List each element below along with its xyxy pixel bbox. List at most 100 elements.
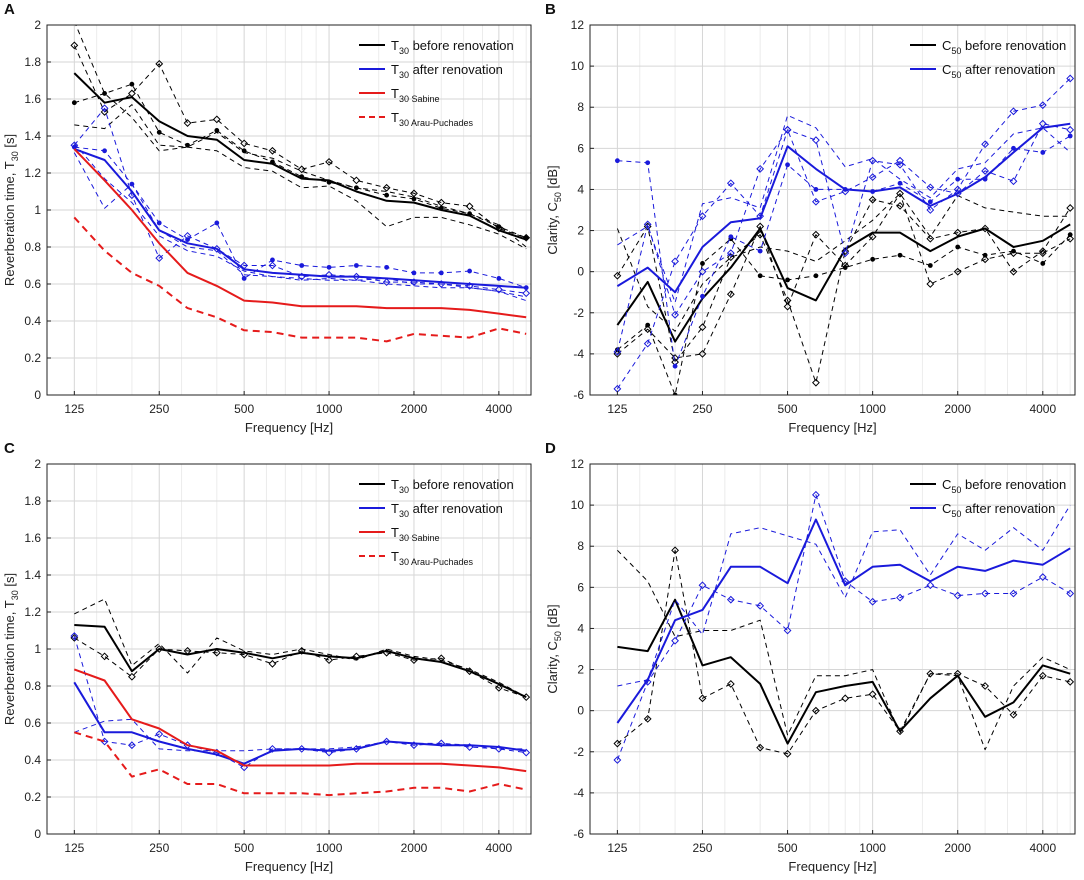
legend: C50 before renovation C50 after renovatio… <box>910 38 1066 80</box>
data-point <box>842 187 848 192</box>
x-tick-label: 2000 <box>944 402 971 416</box>
panel-a: 125 250 500 1000 2000 4000 0 0.2 0.4 0.6 0.8 1 1.2 1.… <box>2 1 532 435</box>
data-point <box>842 265 848 270</box>
data-point <box>726 595 735 604</box>
data-point <box>868 232 877 241</box>
data-point <box>645 322 651 328</box>
y-tick-label: 2 <box>577 663 584 677</box>
legend-entry: T30 after renovation <box>391 62 503 80</box>
data-point <box>494 285 503 294</box>
data-point <box>982 176 988 182</box>
data-point <box>955 176 961 182</box>
legend-entry: T30 before renovation <box>391 38 514 56</box>
y-axis-label: Clarity, C50 [dB] <box>545 165 563 254</box>
data-point <box>325 270 333 279</box>
data-point <box>926 206 935 214</box>
data-point <box>1067 232 1073 238</box>
series-line-before-measurement-3 <box>75 25 527 248</box>
y-tick-label: 0.2 <box>24 790 41 804</box>
data-point <box>756 164 765 173</box>
data-point <box>70 141 79 150</box>
data-point <box>981 167 990 175</box>
data-point <box>1038 671 1047 680</box>
legend: T30 before renovation T30 after renovatio… <box>359 477 514 567</box>
data-point <box>785 162 790 168</box>
y-tick-label: 1.4 <box>24 129 41 143</box>
data-point <box>896 201 904 210</box>
x-tick-label: 125 <box>607 402 627 416</box>
data-point <box>1066 204 1075 212</box>
series-line-c50-after-renovation <box>616 518 1071 724</box>
data-point <box>127 191 136 200</box>
x-tick-label: 2000 <box>944 841 971 855</box>
y-tick-label: 2 <box>34 457 41 471</box>
data-point <box>127 741 136 750</box>
data-point <box>155 645 164 653</box>
data-point <box>100 108 109 116</box>
data-point <box>270 257 275 263</box>
data-point <box>268 744 277 753</box>
data-point <box>671 257 679 266</box>
data-point <box>671 354 679 362</box>
data-point <box>212 648 221 657</box>
y-tick-label: 12 <box>571 18 585 32</box>
data-point <box>352 176 361 185</box>
data-point <box>240 261 249 270</box>
data-point <box>700 293 705 299</box>
data-point <box>437 739 446 748</box>
data-point <box>1067 133 1073 139</box>
series-line-after-measurement-1 <box>73 635 527 768</box>
series-line-after-measurement-4 <box>73 143 527 298</box>
series-line-before-measurement-2 <box>74 598 527 698</box>
legend-entry: T30 Arau-Puchades <box>391 110 474 128</box>
data-point <box>1011 145 1016 151</box>
x-tick-label: 125 <box>64 841 84 855</box>
data-point <box>1038 101 1047 110</box>
data-point <box>698 694 707 703</box>
data-point <box>868 690 877 699</box>
data-point <box>496 224 502 230</box>
legend-entry: C50 after renovation <box>942 501 1055 519</box>
data-point <box>496 276 502 281</box>
x-tick-label: 250 <box>692 841 712 855</box>
data-point <box>437 280 446 288</box>
data-point <box>185 142 190 148</box>
data-point <box>102 148 107 154</box>
panel-c: 125 250 500 1000 2000 4000 0 0.2 0.4 0.6 0.8 1 1.2 1.… <box>2 440 532 874</box>
data-point <box>522 748 531 757</box>
data-point <box>698 349 707 358</box>
data-point <box>926 234 935 243</box>
data-point <box>326 264 332 270</box>
data-point <box>1066 74 1075 83</box>
data-point <box>1038 119 1047 128</box>
data-point <box>1040 261 1046 266</box>
data-point <box>1009 267 1018 276</box>
data-point <box>155 730 164 739</box>
data-point <box>698 267 707 276</box>
data-point <box>268 261 277 270</box>
series-line-before-measurement-4 <box>616 193 1071 332</box>
data-point <box>325 656 333 665</box>
series-line-after-measurement-3 <box>616 123 1071 352</box>
y-tick-label: 0.8 <box>24 240 41 254</box>
y-tick-label: -6 <box>573 388 584 402</box>
data-point <box>384 192 390 198</box>
data-point <box>465 743 474 751</box>
data-point <box>981 589 990 598</box>
data-point <box>927 199 933 205</box>
x-axis-label: Frequency [Hz] <box>245 420 333 435</box>
data-point <box>1066 589 1075 598</box>
y-tick-label: 0.8 <box>24 679 41 693</box>
y-tick-label: 1 <box>34 642 41 656</box>
data-point <box>926 581 935 590</box>
x-tick-label: 4000 <box>1029 841 1056 855</box>
data-point <box>297 744 306 753</box>
data-point <box>522 289 531 298</box>
legend-entry: T30 Arau-Puchades <box>391 549 474 567</box>
data-point <box>102 91 107 96</box>
y-axis-label: Reverberation time, T30 [s] <box>2 573 20 725</box>
data-point <box>671 546 679 555</box>
data-point <box>870 189 876 194</box>
grid <box>590 24 1075 396</box>
data-point <box>812 706 820 715</box>
